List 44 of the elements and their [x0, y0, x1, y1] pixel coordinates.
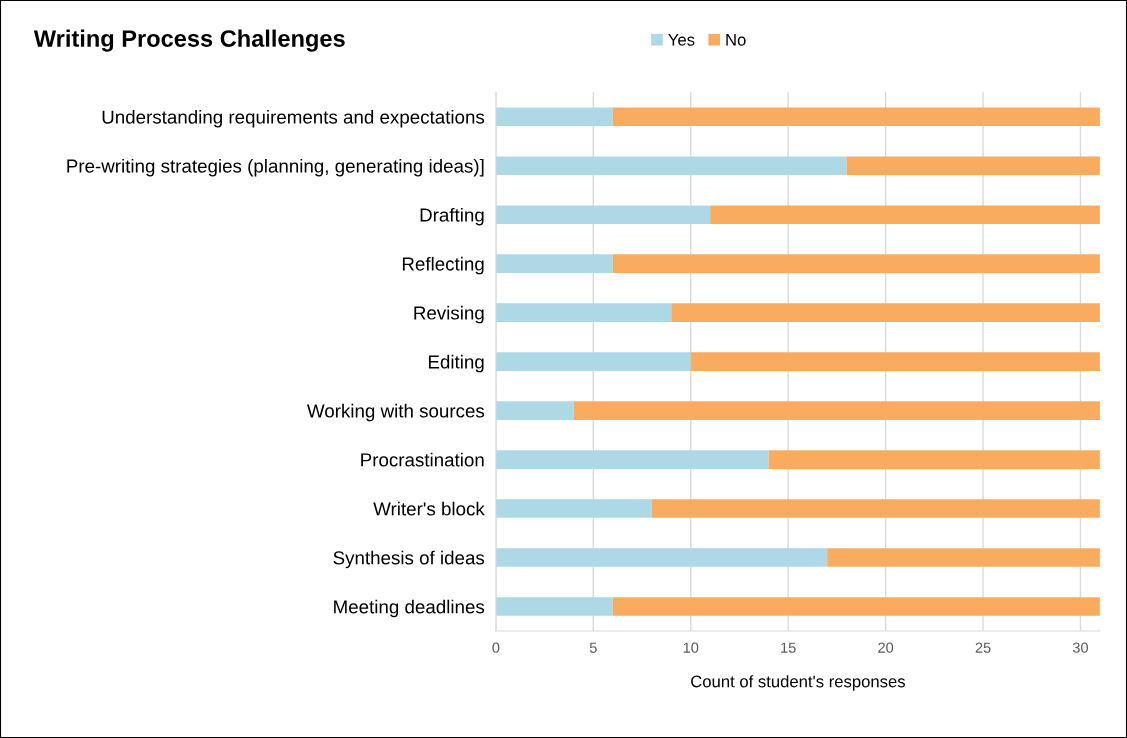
bar [495, 597, 613, 616]
legend-label: Yes [668, 34, 695, 46]
legend-label: No [726, 34, 746, 46]
bar [495, 499, 652, 518]
x-tick-label: 5 [589, 642, 597, 653]
x-axis-title: Count of student's responses [691, 675, 905, 691]
bar [495, 205, 711, 224]
y-tick-label: Meeting deadlines [334, 599, 485, 618]
bar [495, 156, 847, 176]
x-tick-label: 0 [492, 642, 500, 653]
y-tick-label: Writer's block [373, 501, 485, 516]
x-tick-label: 10 [683, 642, 699, 653]
bar [495, 352, 691, 371]
bar [573, 401, 1100, 420]
y-tick-label: Revising [414, 305, 484, 324]
bar [495, 450, 769, 469]
y-tick-label: Procrastination [361, 452, 484, 467]
y-tick-label: Drafting [420, 207, 484, 226]
y-tick-label: Pre-writing strategies (planning, generating ideas)] [67, 158, 484, 177]
bar [651, 499, 1100, 518]
bar [495, 303, 672, 322]
x-tick-label: 25 [975, 642, 991, 653]
bar [827, 548, 1100, 567]
text: Writing Process Challenges [33, 29, 345, 52]
x-tick-label: 20 [878, 642, 894, 653]
bar [495, 107, 613, 127]
y-tick-label: Understanding requirements and expectations [102, 109, 485, 128]
bar [612, 254, 1100, 273]
bar [768, 450, 1100, 469]
y-tick-label: Editing [428, 354, 484, 373]
x-tick-label: 30 [1072, 642, 1089, 653]
bar [710, 205, 1100, 224]
bar [495, 401, 574, 420]
y-tick-label: Working with sources [307, 403, 485, 422]
bar [846, 156, 1100, 176]
bar [612, 597, 1100, 616]
bar [671, 303, 1100, 322]
bar [495, 548, 828, 567]
y-tick-label: Synthesis of ideas [333, 550, 485, 569]
bar [690, 352, 1100, 371]
x-tick-label: 15 [781, 642, 796, 653]
bar [612, 107, 1100, 127]
y-tick-label: Reflecting [402, 256, 484, 275]
bar [495, 254, 613, 273]
